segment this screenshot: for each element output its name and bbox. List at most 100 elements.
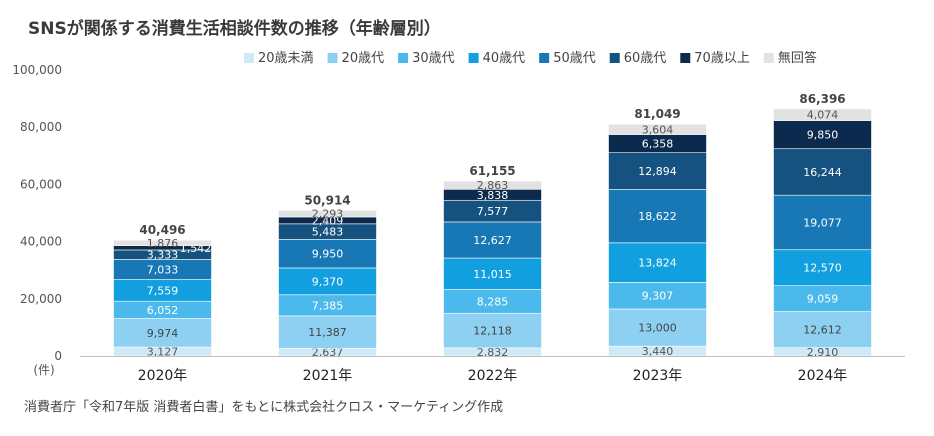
segment-value-label: 2,910 [807,346,839,359]
segment-value-label: 7,033 [147,264,179,277]
y-unit-label: (件) [33,363,54,377]
bar-segment [773,249,872,286]
segment-value-label: 3,440 [642,345,674,358]
bar-stack: 3,1279,9746,0527,5597,0333,3331,5421,876… [113,223,212,359]
legend-swatch [468,53,479,63]
bar-segment [608,308,707,347]
legend-label: 無回答 [778,50,817,66]
segment-value-label: 12,118 [473,325,512,338]
legend-label: 50歳代 [553,51,596,66]
legend-swatch [680,53,691,63]
segment-value-label: 18,622 [638,210,677,223]
segment-value-label: 6,052 [147,304,179,317]
bar-segment [278,267,377,296]
segment-value-label: 5,483 [312,226,344,239]
legend-label: 30歳代 [412,51,455,66]
legend: 20歳未満 20歳代 30歳代 40歳代 50歳代 60歳代 70歳以上 無回答 [244,50,817,66]
bar-stack: 2,637 11,387 7,385 9,370 9,950 5,4832,4092,29… [278,193,377,359]
legend-swatch [327,53,338,63]
segment-value-label: 13,824 [638,257,677,270]
legend-label: 60歳代 [624,51,667,66]
bar-segment [608,242,707,283]
segment-value-label: 7,577 [477,205,509,218]
x-tick-label: 2020年 [138,368,188,384]
x-tick-label: 2022年 [468,368,518,384]
segment-value-label: 3,604 [642,123,674,136]
segment-value-label: 2,409 [312,214,344,227]
x-tick-label: 2023年 [633,368,683,384]
bar-stack: 3,440 13,000 9,307 13,824 18,622 12,894 6,358 3… [608,107,707,358]
y-tick-label: 0 [54,349,62,363]
bar-segment [773,194,872,251]
segment-value-label: 6,358 [642,138,674,151]
y-tick-label: 40,000 [20,235,62,249]
x-tick-label: 2024年 [798,368,848,384]
bar-segment [608,282,707,310]
segment-value-label: 7,559 [147,284,179,297]
total-value-label: 40,496 [139,223,185,237]
segment-value-label: 9,950 [312,248,344,261]
legend-label: 20歳代 [342,51,385,66]
y-tick-label: 60,000 [20,177,62,191]
bar-segment [608,189,707,244]
segment-value-label: 11,387 [308,326,347,339]
bar-segment [608,152,707,190]
segment-value-label: 11,015 [473,268,512,281]
segment-value-label: 12,570 [803,262,842,275]
bar-segment [773,311,872,348]
segment-value-label: 4,074 [807,109,839,122]
x-axis: 2020年 2021年 2022年 2023年 2024年 [80,356,905,384]
bar-stack: 2,832 12,118 8,285 11,015 12,627 7,577 3,8382,… [443,164,542,359]
bar-segment [278,315,377,349]
segment-value-label: 3,127 [147,346,179,359]
segment-value-label: 9,307 [642,290,674,303]
total-value-label: 81,049 [634,107,680,121]
segment-value-label: 13,000 [638,322,677,335]
bars: 3,1279,9746,0527,5597,0333,3331,5421,876… [113,92,872,359]
segment-value-label: 2,637 [312,346,344,359]
bar-segment [278,210,377,218]
bar-segment [773,108,872,121]
segment-value-label: 9,370 [312,275,344,288]
y-axis: 0 20,000 40,000 60,000 80,000 100,000 (件) [12,63,62,377]
segment-value-label: 12,612 [803,324,842,337]
source-note: 消費者庁「令和7年版 消費者白書」をもとに株式会社クロス・マーケティング作成 [24,400,504,415]
y-tick-label: 80,000 [20,120,62,134]
segment-value-label: 12,627 [473,234,512,247]
legend-swatch [539,53,550,63]
segment-value-label: 9,059 [807,293,839,306]
segment-value-label: 3,333 [147,249,179,262]
segment-value-label: 7,385 [312,299,344,312]
stacked-bar-chart: 20歳未満 20歳代 30歳代 40歳代 50歳代 60歳代 70歳以上 無回答 0 20,00… [12,50,905,384]
segment-value-label: 9,974 [147,327,179,340]
legend-label: 40歳代 [483,51,526,66]
bar-segment [443,257,542,290]
segment-value-label: 16,244 [803,166,842,179]
bar-segment [113,239,212,246]
bar-segment [773,120,872,150]
legend-label: 20歳未満 [258,51,314,66]
segment-value-label: 1,876 [147,237,179,250]
segment-value-label: 2,293 [312,208,344,221]
total-value-label: 86,396 [799,92,845,106]
bar-stack: 2,910 12,612 9,059 12,570 19,077 16,244 9,850 4… [773,92,872,359]
y-tick-label: 100,000 [12,63,62,77]
segment-value-label: 2,832 [477,346,509,359]
segment-value-label: 19,077 [803,216,842,229]
bar-segment [773,285,872,312]
legend-swatch [244,53,254,63]
segment-value-label: 2,863 [477,179,509,192]
bar-segment [443,180,542,190]
legend-label: 70歳以上 [694,51,750,66]
legend-swatch [609,53,620,63]
chart-title: SNSが関係する消費生活相談件数の推移（年齢層別） [28,19,441,39]
bar-segment [608,123,707,135]
total-value-label: 61,155 [469,164,515,178]
y-tick-label: 20,000 [20,292,62,306]
segment-value-label: 3,838 [477,189,509,202]
x-tick-label: 2021年 [303,368,353,384]
legend-swatch [763,53,774,63]
segment-value-label: 12,894 [638,165,677,178]
total-value-label: 50,914 [304,193,350,207]
bar-segment [113,318,212,348]
